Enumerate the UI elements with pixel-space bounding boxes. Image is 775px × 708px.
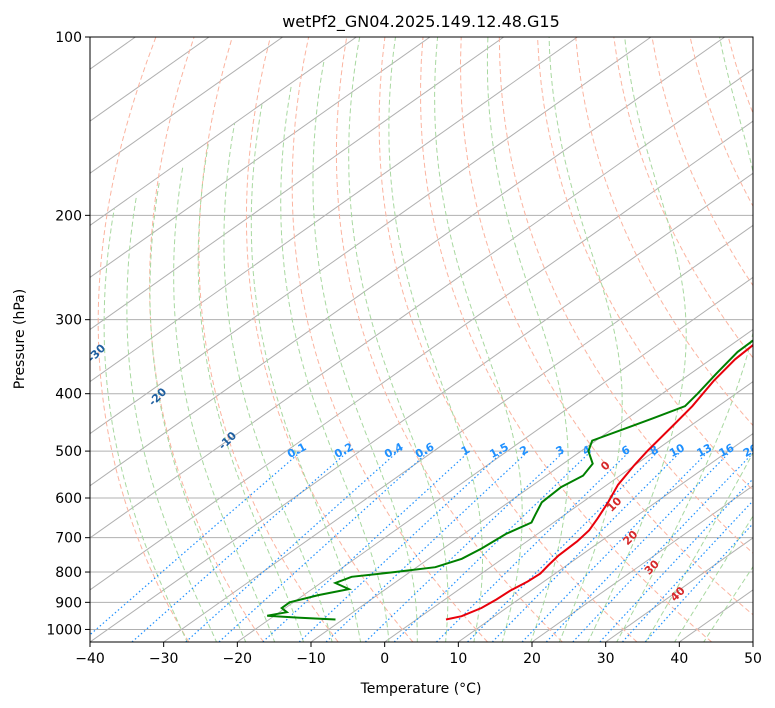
- dry-adiabat-line: [575, 37, 753, 427]
- isotherm-line: [237, 276, 753, 642]
- profile-series: [267, 339, 753, 621]
- y-tick-label: 500: [55, 444, 82, 460]
- moist-adiabat-line: [103, 208, 188, 642]
- dewpoint-profile-line: [267, 339, 753, 621]
- dry-adiabat-line: [198, 37, 339, 642]
- isotherm-line: [90, 37, 578, 383]
- x-axis-label: Temperature (°C): [360, 681, 482, 697]
- mixing-ratio-line: [262, 450, 471, 642]
- x-tick-label: 0: [380, 651, 389, 667]
- mixing-ratio-line: [467, 450, 659, 642]
- plot-frame: [89, 36, 754, 643]
- dry-adiabat-line: [459, 37, 753, 616]
- mixing-ratio-line: [545, 450, 732, 642]
- chart-title: wetPf2_GN04.2025.149.12.48.G15: [282, 12, 560, 32]
- moist-adiabat-line: [587, 37, 687, 642]
- y-tick-label: 900: [55, 595, 82, 611]
- moist-adiabat-line: [197, 141, 304, 642]
- isotherm-line: [90, 37, 504, 331]
- moist-adiabat-line: [388, 37, 483, 642]
- moist-adiabat-line: [548, 37, 623, 642]
- temperature-profile-line: [445, 343, 753, 621]
- mixing-ratio-line: [491, 450, 682, 642]
- x-tick-label: 10: [449, 651, 467, 667]
- mixing-ratio-label: 13: [695, 441, 715, 460]
- plot-area: [90, 37, 753, 642]
- x-axis: −40 −30 −20 −10 0 10 20 30 40 50: [75, 642, 762, 667]
- x-tick-label: 20: [523, 651, 541, 667]
- x-tick-label: 40: [670, 651, 688, 667]
- moist-adiabat-line: [126, 195, 218, 642]
- x-tick-label: −40: [75, 651, 105, 667]
- isotherm-line: [310, 328, 753, 642]
- isotherm-line: [90, 120, 753, 591]
- moist-adiabat-line: [645, 451, 753, 642]
- moist-adiabat-line: [250, 104, 362, 642]
- mixing-ratio-line: [572, 452, 753, 642]
- y-tick-label: 200: [55, 208, 82, 224]
- mixing-ratio-label: 20: [741, 441, 761, 460]
- background-lines: [90, 37, 753, 642]
- mixing-ratio-label: 16: [717, 441, 737, 460]
- y-axis: 100 200 300 400 500 600 700 800 900 1000: [46, 30, 90, 638]
- moist-adiabat-line: [173, 165, 276, 642]
- y-tick-label: 1000: [46, 622, 82, 638]
- dry-adiabat-line: [378, 37, 638, 642]
- mixing-ratio-line: [435, 450, 631, 642]
- x-tick-label: −20: [223, 651, 253, 667]
- moist-adiabat-line: [486, 37, 569, 642]
- moist-adiabat-line: [703, 565, 753, 642]
- isotherm-line: [605, 537, 753, 642]
- isotherm-line: [90, 37, 652, 435]
- x-tick-label: 30: [597, 651, 615, 667]
- x-tick-label: −10: [296, 651, 326, 667]
- mixing-ratio-line: [185, 450, 399, 642]
- mixing-ratio-label: 10: [667, 441, 687, 460]
- isotherm-line: [90, 68, 753, 539]
- mixing-ratio-line: [90, 450, 302, 636]
- dry-adiabat-line: [498, 37, 753, 554]
- isotherm-line: [90, 37, 725, 487]
- y-tick-label: 800: [55, 565, 82, 581]
- isotherm-line: [458, 433, 753, 642]
- moist-adiabat-line: [348, 37, 449, 642]
- moist-adiabat-line: [149, 180, 247, 642]
- isotherm-line: [90, 37, 283, 174]
- mixing-ratio-line: [325, 450, 529, 642]
- dry-adiabat-line: [291, 37, 488, 642]
- isotherm-line: [90, 37, 431, 279]
- x-tick-label: 50: [744, 651, 762, 667]
- moist-adiabat-line: [223, 123, 333, 642]
- moist-adiabat-line: [674, 515, 753, 642]
- y-tick-label: 100: [55, 30, 82, 46]
- y-tick-label: 400: [55, 387, 82, 403]
- isotherm-line: [384, 380, 753, 642]
- mixing-ratio-line: [644, 522, 753, 642]
- y-tick-label: 700: [55, 531, 82, 547]
- dry-adiabat-line: [335, 37, 563, 642]
- dry-adiabat-line: [537, 37, 753, 492]
- mixing-ratio-line: [521, 450, 710, 642]
- y-tick-label: 300: [55, 313, 82, 329]
- isotherm-line: [90, 37, 357, 226]
- isotherm-line: [531, 485, 753, 642]
- isotherm-line: [90, 172, 753, 642]
- isotherm-line: [163, 224, 753, 642]
- dry-adiabat-line: [97, 37, 190, 642]
- moist-adiabat-line: [434, 37, 523, 642]
- dry-adiabat-line: [613, 37, 753, 359]
- y-tick-label: 600: [55, 491, 82, 507]
- moist-adiabat-line: [312, 61, 418, 642]
- x-tick-label: −30: [149, 651, 179, 667]
- y-axis-label: Pressure (hPa): [12, 289, 28, 389]
- moist-adiabat-line: [280, 83, 390, 642]
